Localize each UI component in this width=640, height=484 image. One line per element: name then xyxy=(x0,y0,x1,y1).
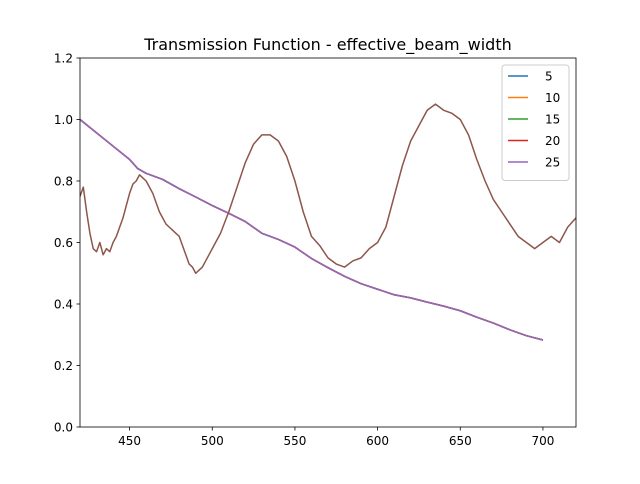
legend-box xyxy=(501,64,570,181)
x-tick-label: 500 xyxy=(201,434,224,448)
y-tick-label: 0.0 xyxy=(54,421,73,435)
legend-label-25: 25 xyxy=(545,156,560,170)
y-tick-label: 0.4 xyxy=(54,298,73,312)
plot-area xyxy=(80,58,576,427)
x-tick-label: 650 xyxy=(449,434,472,448)
x-tick-label: 450 xyxy=(118,434,141,448)
series-layer xyxy=(80,103,576,341)
x-tick-label: 550 xyxy=(283,434,306,448)
series-line-unlabeled-5 xyxy=(80,103,576,274)
chart-title: Transmission Function - effective_beam_w… xyxy=(143,35,511,55)
legend-label-5: 5 xyxy=(545,70,553,84)
legend-label-10: 10 xyxy=(545,91,560,105)
y-tick-label: 0.6 xyxy=(54,236,73,250)
plot-background xyxy=(80,58,576,427)
x-tick-label: 700 xyxy=(531,434,554,448)
series-line-25 xyxy=(80,118,544,341)
legend: 5 10 15 20 25 xyxy=(501,64,570,181)
axes-layer: 450 500 550 600 650 700 0.0 0.2 0.4 0.6 0.8 1.0 1.2 xyxy=(54,52,577,448)
x-tick-label: 600 xyxy=(366,434,389,448)
legend-label-15: 15 xyxy=(545,113,560,127)
y-tick-label: 1.0 xyxy=(54,113,73,127)
y-tick-label: 0.8 xyxy=(54,175,73,189)
y-tick-label: 1.2 xyxy=(54,52,73,66)
y-tick-label: 0.2 xyxy=(54,359,73,373)
legend-label-20: 20 xyxy=(545,134,560,148)
